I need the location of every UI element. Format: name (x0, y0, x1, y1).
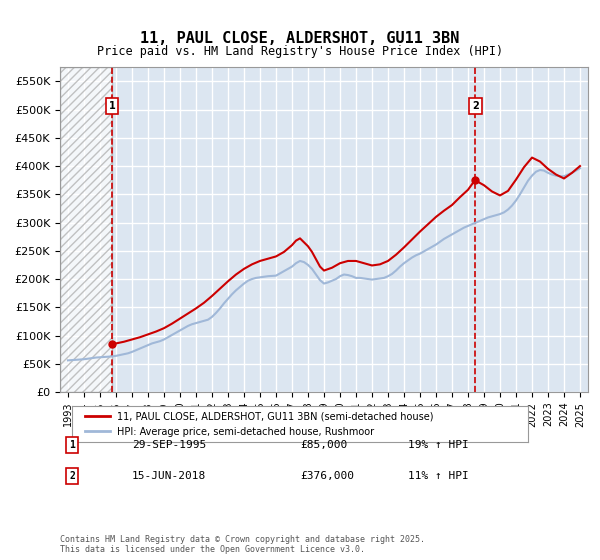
Text: 19% ↑ HPI: 19% ↑ HPI (408, 440, 469, 450)
Text: 1: 1 (109, 101, 115, 111)
Text: 11% ↑ HPI: 11% ↑ HPI (408, 471, 469, 481)
Text: 29-SEP-1995: 29-SEP-1995 (132, 440, 206, 450)
Text: 15-JUN-2018: 15-JUN-2018 (132, 471, 206, 481)
Text: £376,000: £376,000 (300, 471, 354, 481)
Text: £85,000: £85,000 (300, 440, 347, 450)
Text: Price paid vs. HM Land Registry's House Price Index (HPI): Price paid vs. HM Land Registry's House … (97, 45, 503, 58)
Text: 2: 2 (472, 101, 479, 111)
Text: 11, PAUL CLOSE, ALDERSHOT, GU11 3BN: 11, PAUL CLOSE, ALDERSHOT, GU11 3BN (140, 31, 460, 46)
Text: 1: 1 (69, 440, 75, 450)
Legend: 11, PAUL CLOSE, ALDERSHOT, GU11 3BN (semi-detached house), HPI: Average price, s: 11, PAUL CLOSE, ALDERSHOT, GU11 3BN (sem… (82, 408, 438, 441)
Text: 2: 2 (69, 471, 75, 481)
Bar (60, 67, 112, 392)
Text: Contains HM Land Registry data © Crown copyright and database right 2025.
This d: Contains HM Land Registry data © Crown c… (60, 535, 425, 554)
